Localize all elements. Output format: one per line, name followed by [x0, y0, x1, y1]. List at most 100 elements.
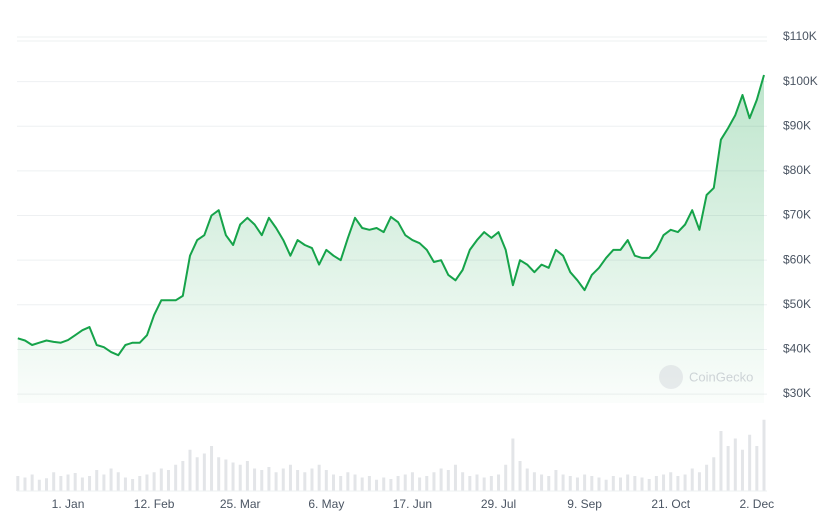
volume-bar: [288, 464, 292, 491]
volume-bar: [389, 479, 393, 491]
volume-bar: [726, 446, 730, 491]
volume-bar: [654, 476, 658, 491]
volume-bar: [267, 467, 271, 491]
volume-bar: [231, 462, 235, 491]
volume-bar: [403, 474, 407, 491]
volume-bar: [482, 477, 486, 491]
volume-bar: [453, 464, 457, 491]
volume-bar: [123, 477, 127, 491]
volume-bar: [23, 477, 27, 491]
x-tick-label: 25. Mar: [220, 497, 261, 511]
volume-bar: [52, 472, 56, 491]
volume-bar: [446, 470, 450, 491]
volume-bar: [748, 434, 752, 491]
volume-bar: [116, 472, 120, 491]
volume-bar: [59, 476, 63, 491]
volume-bar: [669, 472, 673, 491]
volume-bar: [217, 457, 221, 491]
volume-bar: [317, 464, 321, 491]
volume-bar: [45, 478, 48, 491]
volume-bar: [73, 473, 77, 491]
volume-bar: [740, 449, 744, 491]
volume-bar: [367, 476, 371, 491]
volume-bar: [568, 476, 572, 491]
volume-bar: [16, 476, 20, 491]
volume-bar: [597, 477, 601, 491]
volume-bar: [202, 453, 206, 491]
volume-bar: [102, 474, 106, 491]
volume-bar: [360, 477, 364, 491]
volume-bar: [346, 472, 350, 491]
x-tick-label: 17. Jun: [393, 497, 432, 511]
volume-bar: [138, 476, 142, 491]
y-tick-label: $110K: [783, 29, 817, 43]
volume-bar: [310, 468, 314, 491]
volume-bar: [152, 472, 156, 491]
volume-bar: [432, 472, 436, 491]
y-tick-label: $80K: [783, 163, 811, 177]
watermark: CoinGecko: [659, 365, 753, 389]
x-tick-label: 21. Oct: [651, 497, 690, 511]
volume-bar: [303, 472, 307, 491]
y-tick-label: $60K: [783, 252, 811, 266]
volume-bar: [80, 477, 84, 491]
volume-bar: [719, 431, 723, 491]
volume-bar: [253, 468, 257, 491]
volume-bar: [633, 476, 637, 491]
volume-bar: [662, 474, 666, 491]
volume-bar: [540, 474, 544, 491]
x-tick-label: 2. Dec: [739, 497, 774, 511]
volume-bar: [37, 479, 41, 491]
volume-bar: [532, 472, 536, 491]
volume-bar: [95, 470, 99, 491]
volume-bar: [418, 477, 422, 491]
y-tick-label: $100K: [783, 74, 818, 88]
line: [17, 74, 765, 357]
volume-bar: [210, 446, 214, 491]
volume-bar: [166, 470, 170, 491]
volume-bar: [324, 470, 328, 491]
volume-bar: [195, 457, 199, 491]
volume-bar: [755, 446, 759, 491]
volume-bar: [468, 476, 472, 491]
volume-bar: [353, 474, 357, 491]
volume-bar: [174, 464, 178, 491]
volume-bar: [683, 474, 687, 491]
volume-bar: [561, 474, 565, 491]
volume-bar: [439, 468, 443, 491]
volume-bar: [619, 477, 622, 491]
volume-bar: [647, 479, 651, 491]
y-tick-label: $70K: [783, 208, 811, 222]
y-tick-label: $30K: [783, 386, 811, 400]
volume-bar: [583, 474, 587, 491]
volume-bar: [281, 468, 285, 491]
y-tick-label: $40K: [783, 342, 811, 356]
volume-bar: [697, 472, 701, 491]
volume-bar: [238, 464, 242, 491]
volume-bar: [712, 457, 716, 491]
volume-bar: [640, 477, 644, 491]
volume-bar: [497, 474, 501, 491]
volume-bar: [518, 461, 522, 491]
volume-bar: [676, 476, 680, 491]
volume-bar: [260, 470, 264, 491]
volume-bar: [296, 470, 300, 491]
volume-bar: [181, 461, 185, 491]
volume-bar: [375, 479, 379, 491]
volume-bar: [131, 479, 135, 491]
volume-bar: [525, 468, 529, 491]
volume-bar: [762, 419, 766, 491]
volume-bar: [489, 476, 493, 491]
volume-bar: [109, 468, 113, 491]
volume-bar: [66, 474, 70, 491]
watermark-text: CoinGecko: [689, 369, 753, 384]
volume-bar: [425, 476, 429, 491]
watermark-logo: [659, 365, 683, 389]
volume-bar: [733, 438, 737, 491]
x-tick-label: 29. Jul: [481, 497, 516, 511]
volume-bar: [332, 474, 335, 491]
volume-bar: [611, 476, 615, 491]
volume-bar: [547, 476, 551, 491]
volume-bar: [575, 477, 579, 491]
